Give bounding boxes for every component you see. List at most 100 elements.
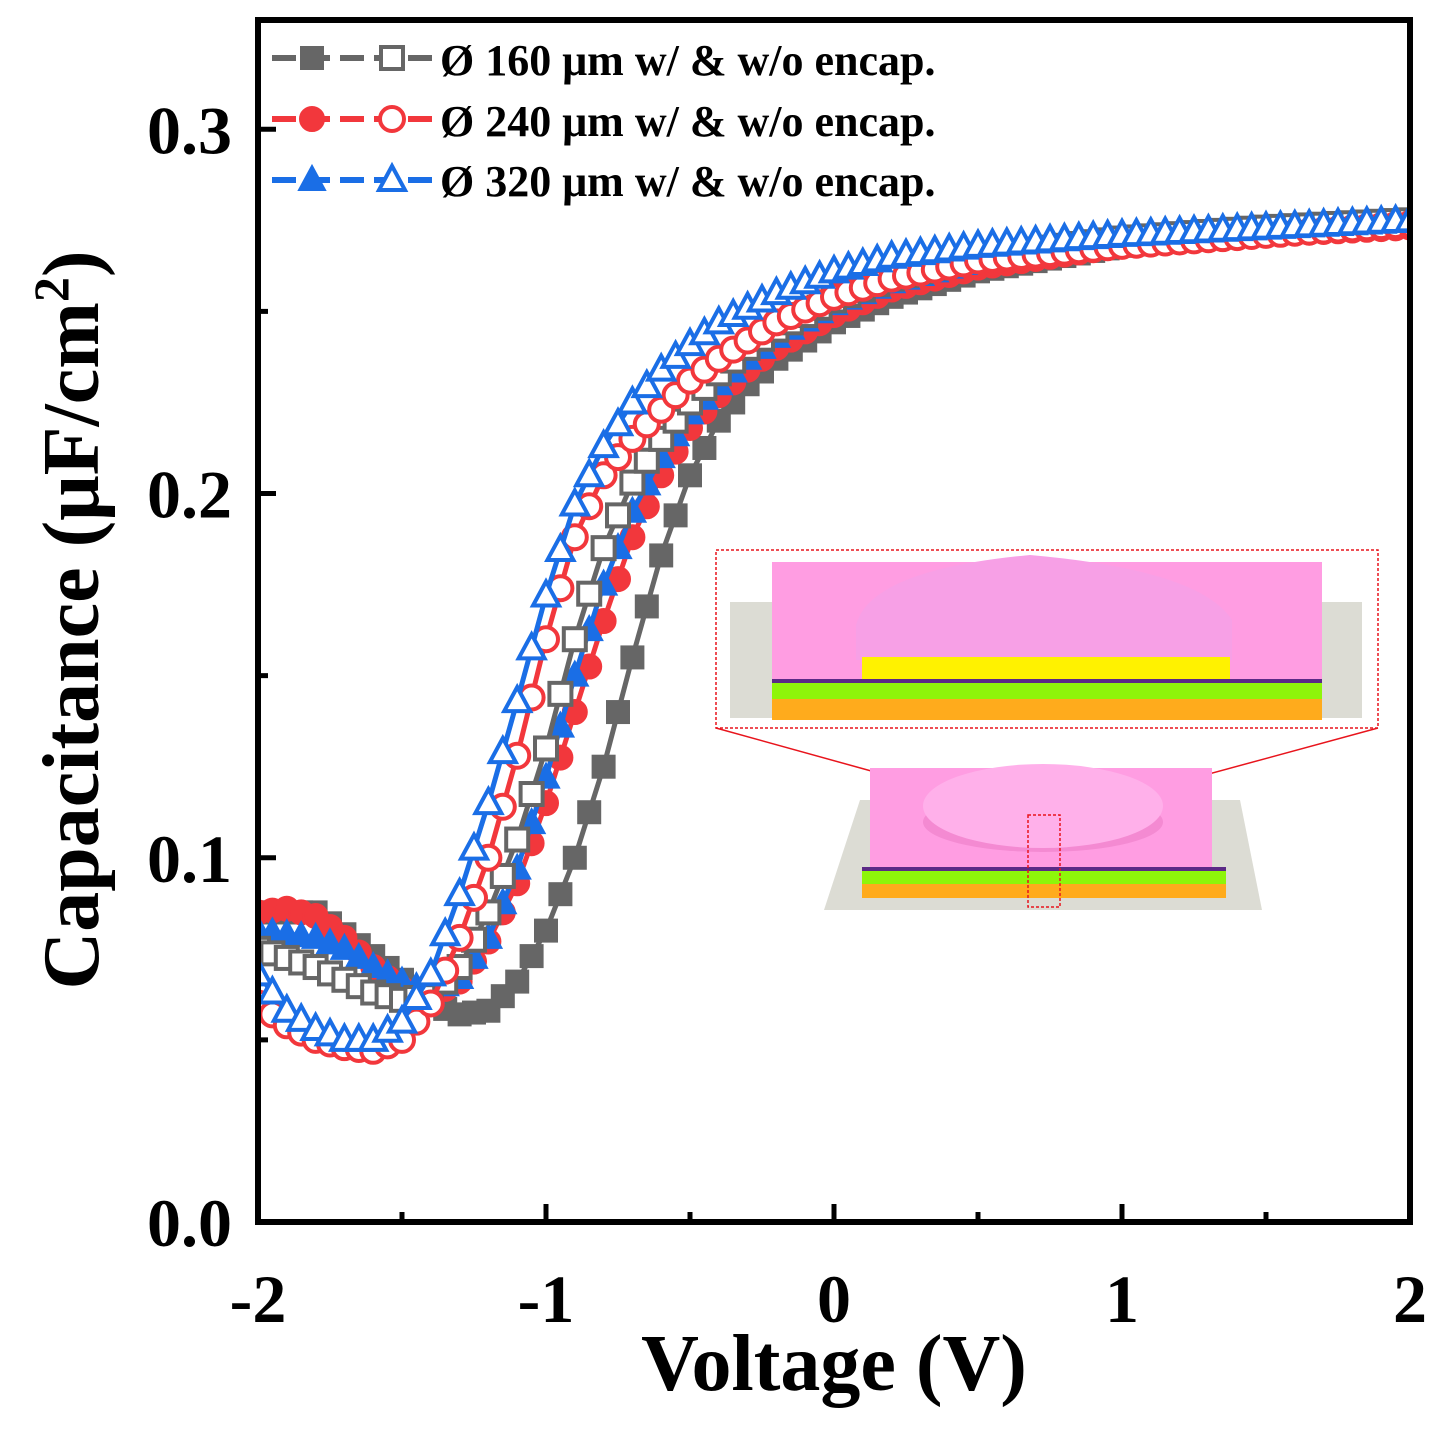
- legend-marker-filled: [297, 163, 327, 191]
- data-point: [601, 406, 635, 437]
- data-point: [605, 502, 631, 529]
- legend-160-marker: [272, 45, 432, 71]
- data-point: [558, 486, 592, 517]
- device-schematic-inset: [715, 549, 1379, 910]
- y-tick-labels: 0.0 0.1 0.2 0.3: [147, 92, 232, 1261]
- y-axis-title: Capacitance (μF/cm2): [23, 250, 116, 989]
- legend-marker-open: [379, 45, 405, 71]
- axis-ticks: [255, 126, 1413, 1225]
- whole-device: [824, 764, 1262, 910]
- data-point: [634, 594, 659, 619]
- data-point: [385, 1003, 419, 1034]
- data-point: [619, 469, 646, 496]
- data-point: [258, 956, 275, 987]
- data-point: [633, 447, 660, 474]
- data-point: [534, 918, 558, 943]
- legend-marker-open: [378, 105, 406, 133]
- y-axis-title-main: Capacitance (μF/cm: [28, 302, 116, 989]
- legend-320-marker: [272, 161, 432, 192]
- legend: Ø 160 μm w/ & w/o encap. Ø 240 μm w/ & w…: [272, 36, 935, 206]
- legend-marker-filled: [300, 46, 324, 70]
- data-point: [258, 974, 289, 1005]
- data-point: [489, 862, 516, 889]
- y-tick-label: 0.2: [147, 457, 232, 533]
- zoom-box: [715, 549, 1379, 729]
- data-point: [284, 1001, 318, 1032]
- data-point: [630, 367, 664, 399]
- data-point: [590, 535, 617, 562]
- data-point: [500, 682, 534, 714]
- data-point: [616, 384, 649, 415]
- data-point: [1393, 202, 1410, 233]
- data-point: [443, 875, 476, 907]
- y-axis-title-superscript: 2: [23, 277, 79, 302]
- data-point: [504, 826, 531, 853]
- x-tick-labels: -2 -1 0 1 2: [230, 1261, 1427, 1337]
- data-point: [428, 916, 462, 947]
- legend-label: Ø 240 μm w/ & w/o encap.: [440, 97, 935, 146]
- data-point: [270, 992, 304, 1023]
- data-point: [591, 754, 616, 779]
- data-point: [414, 956, 448, 987]
- x-tick-label: 0: [817, 1261, 851, 1337]
- data-point: [649, 543, 674, 568]
- legend-entry: Ø 240 μm w/ & w/o encap.: [272, 97, 935, 146]
- x-tick-label: -2: [230, 1261, 287, 1337]
- x-tick-label: 1: [1105, 1261, 1139, 1337]
- data-point: [358, 950, 388, 979]
- series-Ø 320 μm w/o encap.: [258, 202, 1410, 1052]
- data-point: [577, 800, 602, 825]
- layer-purple: [772, 679, 1322, 683]
- data-point: [400, 979, 433, 1010]
- data-point: [562, 845, 587, 870]
- layer-orange: [772, 698, 1322, 720]
- legend-label: Ø 160 μm w/ & w/o encap.: [440, 36, 935, 85]
- x-tick-label: -1: [518, 1261, 575, 1337]
- y-axis-title-close: ): [28, 250, 116, 277]
- y-tick-label: 0.3: [147, 92, 232, 168]
- dome-cap: [856, 555, 1232, 660]
- device-layer-green: [862, 871, 1226, 884]
- data-point: [548, 882, 573, 907]
- x-axis-title: Voltage (V): [641, 1320, 1027, 1408]
- data-point: [344, 941, 374, 969]
- series-layer: [258, 202, 1410, 1065]
- device-layer-purple: [862, 867, 1226, 871]
- legend-marker-filled: [299, 106, 325, 132]
- data-point: [606, 700, 630, 725]
- data-point: [572, 457, 606, 488]
- data-point: [620, 645, 645, 670]
- device-zoom-marker: [1027, 814, 1061, 908]
- legend-entry: Ø 160 μm w/ & w/o encap.: [272, 36, 935, 85]
- data-point: [663, 503, 688, 528]
- x-tick-label: 2: [1393, 1261, 1427, 1337]
- data-point: [678, 463, 702, 488]
- zoomed-cross-section: [715, 549, 1379, 816]
- device-dome-top: [923, 764, 1163, 848]
- y-tick-label: 0.0: [147, 1185, 232, 1261]
- data-point: [547, 680, 574, 707]
- data-point: [515, 630, 548, 661]
- data-point: [486, 733, 520, 765]
- data-point: [519, 944, 544, 969]
- data-point: [533, 735, 559, 762]
- data-point: [505, 969, 530, 994]
- y-tick-label: 0.1: [147, 821, 232, 897]
- device-layer-orange: [862, 884, 1226, 898]
- data-point: [457, 830, 491, 861]
- data-point: [561, 626, 588, 653]
- data-point: [587, 427, 620, 459]
- layer-yellow: [862, 657, 1230, 679]
- data-point: [544, 531, 577, 562]
- legend-marker-open: [375, 161, 409, 192]
- legend-label: Ø 320 μm w/ & w/o encap.: [440, 157, 935, 206]
- data-point: [329, 932, 360, 960]
- data-point: [518, 781, 545, 808]
- layer-green: [772, 683, 1322, 699]
- data-point: [472, 784, 505, 816]
- legend-240-marker: [272, 105, 432, 133]
- data-point: [529, 577, 563, 608]
- data-point: [576, 580, 603, 607]
- legend-entry: Ø 320 μm w/ & w/o encap.: [272, 157, 935, 206]
